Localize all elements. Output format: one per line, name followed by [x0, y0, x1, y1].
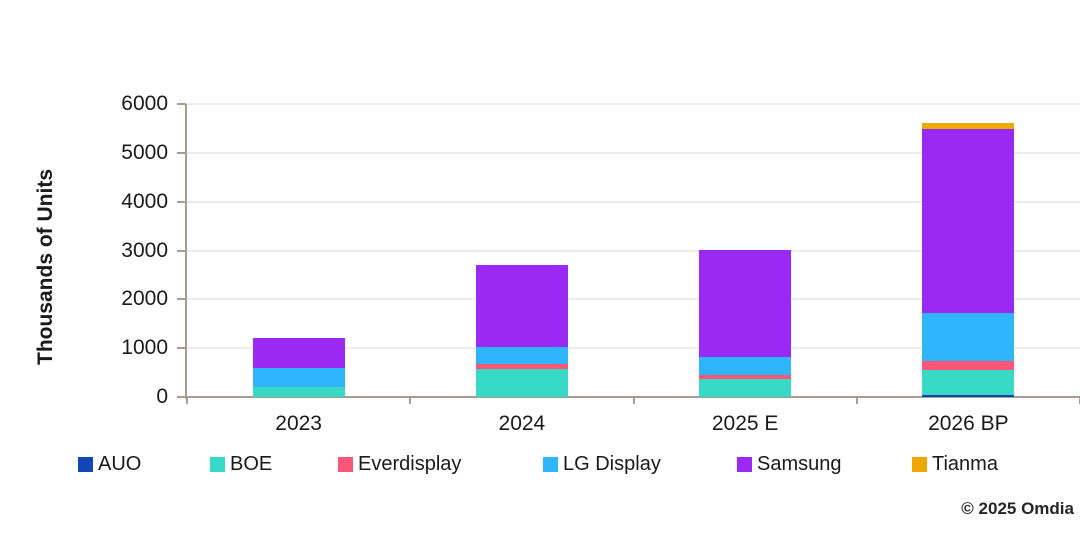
legend: AUO BOE Everdisplay LG Display Samsung Tianma — [0, 453, 1080, 479]
gridline — [187, 103, 1080, 105]
bar-segment-samsung — [699, 249, 792, 357]
x-tick-label: 2026 BP — [928, 412, 1009, 435]
bar-segment-samsung — [252, 337, 345, 368]
bar-segment-lg-display — [252, 367, 345, 387]
bar-segment-lg-display — [699, 356, 792, 375]
legend-item-samsung: Samsung — [737, 453, 842, 475]
legend-item-lg-display: LG Display — [543, 453, 661, 475]
legend-label: Tianma — [932, 453, 998, 475]
x-tick-label: 2023 — [275, 412, 322, 435]
legend-label: LG Display — [563, 453, 661, 475]
legend-item-auo: AUO — [78, 453, 141, 475]
y-tick-label: 0 — [156, 385, 168, 408]
y-tick-label: 3000 — [121, 238, 168, 262]
gridline — [187, 347, 1080, 350]
bar-segment-auo — [922, 394, 1015, 397]
x-tick-label: 2025 E — [711, 412, 779, 435]
x-axis-tick — [633, 397, 635, 404]
y-tick-label: 6000 — [121, 92, 168, 115]
y-tick-label: 2000 — [121, 287, 168, 311]
gridline — [187, 151, 1080, 154]
bar-segment-samsung — [922, 128, 1015, 313]
legend-swatch-icon — [737, 456, 752, 472]
bar-segment-tianma — [922, 123, 1015, 129]
y-axis-tick — [177, 298, 186, 301]
legend-label: Everdisplay — [358, 453, 462, 475]
x-axis-tick — [186, 397, 188, 404]
bar-segment-samsung — [475, 265, 568, 348]
bar-segment-lg-display — [475, 347, 568, 365]
y-tick-label: 4000 — [121, 189, 168, 213]
gridline — [187, 249, 1080, 252]
legend-item-boe: BOE — [210, 453, 272, 475]
y-axis-title: Thousands of Units — [34, 169, 57, 365]
bar-segment-everdisplay — [922, 360, 1015, 371]
x-tick-label: 2024 — [498, 412, 546, 435]
y-axis-tick — [177, 396, 186, 398]
bar-segment-boe — [699, 379, 792, 397]
legend-swatch-icon — [78, 456, 93, 472]
bar-segment-boe — [922, 370, 1015, 395]
legend-label: Samsung — [757, 453, 842, 475]
x-axis-tick — [409, 397, 411, 404]
legend-swatch-icon — [210, 456, 225, 472]
legend-label: AUO — [98, 453, 142, 475]
bar-segment-everdisplay — [699, 374, 792, 380]
y-axis-tick — [177, 347, 186, 350]
plot-area: 0 1000 2000 3000 4000 5000 6000 2023 2024 2025 E 2… — [121, 92, 1080, 435]
y-tick-label: 5000 — [121, 140, 168, 164]
x-axis-tick — [856, 397, 858, 404]
bar-segment-lg-display — [922, 313, 1015, 361]
bar-segment-boe — [475, 368, 568, 397]
y-tick-label: 1000 — [121, 336, 168, 360]
x-axis-line — [185, 396, 1080, 398]
y-axis-tick — [177, 103, 186, 105]
legend-item-everdisplay: Everdisplay — [338, 453, 461, 475]
legend-swatch-icon — [912, 456, 927, 472]
legend-swatch-icon — [338, 456, 353, 472]
y-axis-tick — [177, 151, 186, 154]
gridline — [187, 200, 1080, 203]
y-axis-line — [185, 104, 187, 399]
bar-segment-everdisplay — [475, 364, 568, 369]
y-axis-tick — [177, 200, 186, 203]
gridline — [187, 298, 1080, 301]
copyright: © 2025 Omdia — [961, 499, 1074, 518]
bar-segment-boe — [252, 386, 345, 397]
legend-item-tianma: Tianma — [912, 453, 998, 475]
legend-swatch-icon — [543, 456, 558, 472]
y-axis-tick — [177, 249, 186, 252]
legend-label: BOE — [230, 453, 273, 475]
